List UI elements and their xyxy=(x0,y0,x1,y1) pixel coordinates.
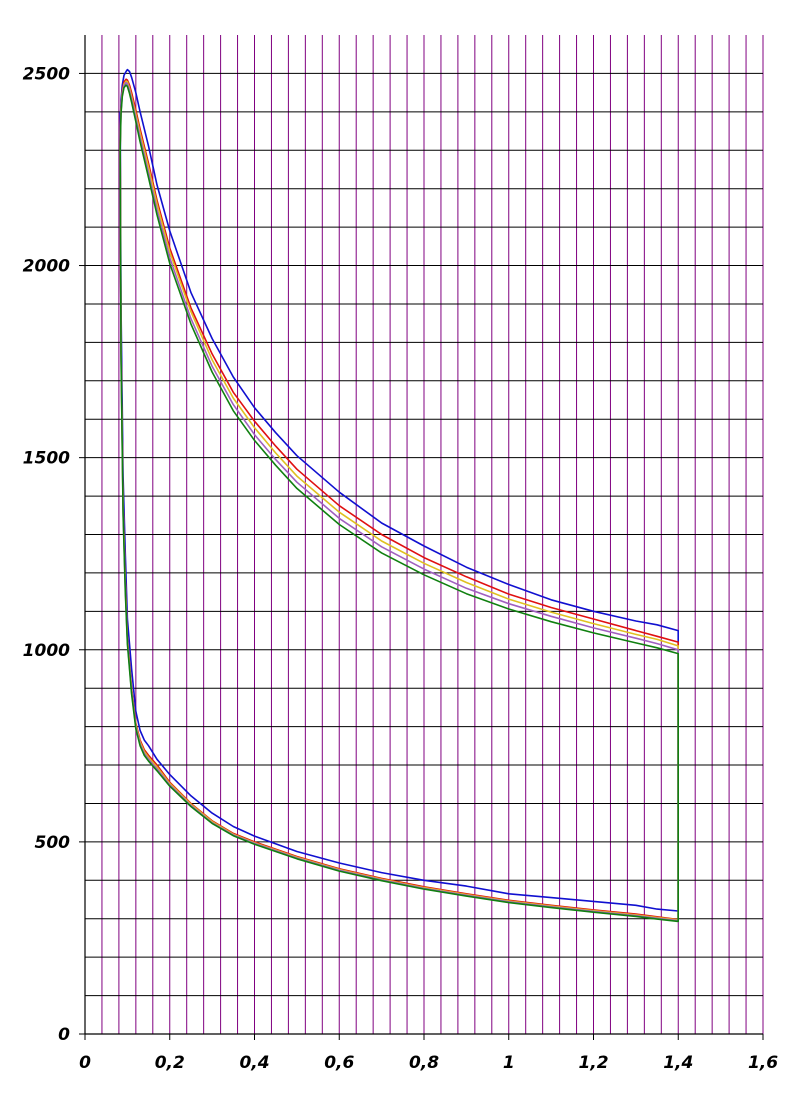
series-line-4 xyxy=(119,81,679,922)
series-line-1 xyxy=(119,68,679,912)
series-layer xyxy=(119,68,679,923)
horizontal-gridlines xyxy=(85,72,763,997)
x-tick-label: 0,8 xyxy=(409,1053,439,1073)
series-line-5 xyxy=(119,84,679,923)
y-tick-label: 1000 xyxy=(23,641,70,661)
y-tick-label: 2500 xyxy=(23,64,70,84)
y-tick-label: 1500 xyxy=(23,449,70,469)
y-tick-label: 0 xyxy=(58,1025,70,1045)
y-tick-label: 500 xyxy=(35,833,71,853)
series-line-2 xyxy=(119,78,679,921)
y-tick-labels: 0 500 1000 1500 2000 2500 xyxy=(23,64,85,1045)
x-tick-label: 1,4 xyxy=(663,1053,693,1073)
x-tick-label: 0,4 xyxy=(239,1053,269,1073)
x-tick-label: 0,2 xyxy=(155,1053,185,1073)
x-tick-label: 0 xyxy=(79,1053,91,1073)
y-tick-label: 2000 xyxy=(23,257,70,277)
x-tick-labels: 0 0,2 0,4 0,6 0,8 1 1,2 1,4 1,6 xyxy=(79,1034,778,1073)
series-line-3 xyxy=(119,80,679,921)
x-tick-label: 1,2 xyxy=(578,1053,608,1073)
x-tick-label: 1,6 xyxy=(748,1053,778,1073)
x-tick-label: 0,6 xyxy=(324,1053,354,1073)
x-tick-label: 1 xyxy=(503,1053,515,1073)
